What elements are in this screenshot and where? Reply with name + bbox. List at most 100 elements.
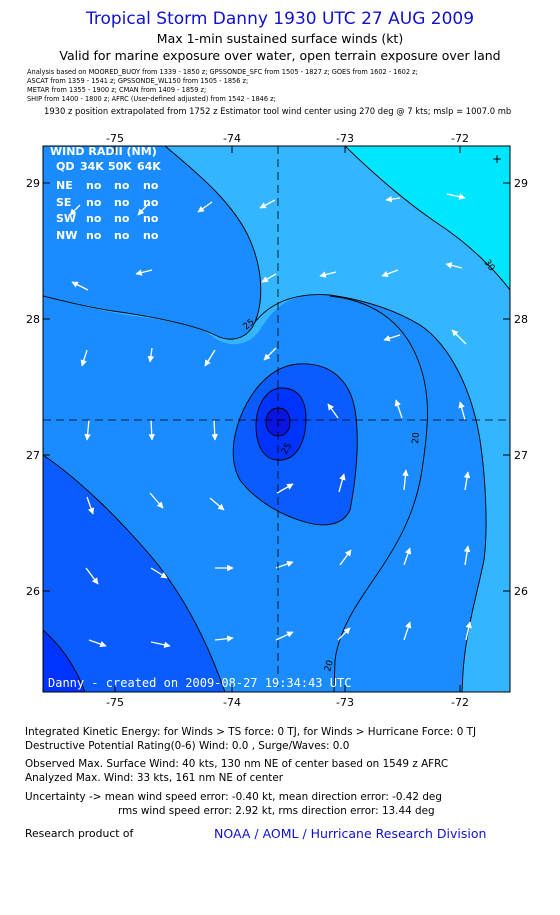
center-marker-plus: + bbox=[492, 152, 502, 166]
wind-vector bbox=[204, 349, 216, 367]
wind-vector bbox=[88, 639, 107, 648]
wind-vector bbox=[275, 560, 294, 569]
wind-vector bbox=[275, 631, 294, 641]
lon-tick-top: -73 bbox=[336, 132, 354, 145]
wind-vector bbox=[463, 545, 471, 566]
lon-tick-top: -75 bbox=[106, 132, 124, 145]
contour-lines bbox=[43, 146, 510, 692]
wind-radii-table: WIND RADII (NM) QD 34K 50K 64K NE no no … bbox=[50, 145, 161, 242]
extrapolation-note: 1930 z position extrapolated from 1752 z… bbox=[44, 106, 512, 116]
wind-vector bbox=[149, 492, 164, 509]
wind-radii-34k-value: no bbox=[86, 212, 102, 225]
wind-vector bbox=[80, 349, 88, 367]
subtitle-wind-type: Max 1-min sustained surface winds (kt) bbox=[156, 31, 404, 46]
wind-radii-50k-value: no bbox=[114, 179, 130, 192]
wind-vector bbox=[84, 419, 91, 441]
lon-tick-bottom: -73 bbox=[336, 696, 354, 709]
center-crosshair bbox=[43, 146, 510, 692]
wind-radii-quadrant: NW bbox=[56, 229, 77, 242]
page-title: Tropical Storm Danny 1930 UTC 27 AUG 200… bbox=[85, 9, 475, 29]
wind-vector bbox=[86, 496, 95, 515]
wind-radii-34k-value: no bbox=[86, 196, 102, 209]
wind-vector bbox=[338, 473, 346, 493]
contour-label-20-east: 20 bbox=[411, 432, 422, 445]
wind-vector bbox=[337, 627, 351, 641]
wind-vector bbox=[381, 269, 399, 277]
ike-line: Integrated Kinetic Energy: for Winds > T… bbox=[25, 726, 477, 738]
wind-vector bbox=[403, 621, 412, 641]
wind-radii-quadrant: NE bbox=[56, 179, 73, 192]
lat-tick-left: 28 bbox=[26, 313, 40, 326]
wind-radii-header-50k: 50K bbox=[108, 160, 132, 173]
uncertainty-mean-line: Uncertainty -> mean wind speed error: -0… bbox=[25, 791, 442, 803]
wind-vector bbox=[383, 334, 401, 342]
analyzed-max-wind-line: Analyzed Max. Wind: 33 kts, 161 nm NE of… bbox=[25, 772, 284, 784]
lat-tick-right: 26 bbox=[514, 585, 528, 598]
wind-vector bbox=[85, 567, 99, 585]
wind-radii-quadrant: SW bbox=[56, 212, 76, 225]
created-timestamp: Danny - created on 2009-08-27 19:34:43 U… bbox=[48, 676, 351, 690]
wind-band-top-left bbox=[43, 146, 261, 340]
lat-tick-left: 26 bbox=[26, 585, 40, 598]
lat-tick-right: 29 bbox=[514, 177, 528, 190]
lon-tick-bottom: -75 bbox=[106, 696, 124, 709]
wind-radii-64k-value: no bbox=[143, 229, 159, 242]
wind-vector bbox=[327, 403, 339, 419]
lon-tick-bottom: -72 bbox=[451, 696, 469, 709]
wind-radii-64k-value: no bbox=[143, 212, 159, 225]
wind-vector bbox=[135, 269, 153, 276]
wind-field: 30 25 20 25 20 bbox=[43, 145, 510, 692]
wind-radii-50k-value: no bbox=[114, 196, 130, 209]
wind-vectors bbox=[69, 193, 472, 648]
wind-radii-34k-value: no bbox=[86, 229, 102, 242]
map-frame bbox=[42, 145, 511, 693]
wind-vector bbox=[137, 201, 151, 216]
wind-vector bbox=[385, 195, 401, 203]
wind-vector bbox=[319, 271, 337, 278]
axis-ticks bbox=[43, 146, 510, 692]
wind-vector bbox=[339, 549, 352, 566]
wind-vector bbox=[71, 281, 89, 291]
subtitle-exposure: Valid for marine exposure over water, op… bbox=[59, 48, 501, 63]
wind-vector bbox=[148, 419, 155, 441]
wind-vector bbox=[445, 262, 463, 269]
wind-band-lower-left-inner bbox=[43, 630, 85, 692]
contour-label-20-south: 20 bbox=[323, 659, 336, 673]
wind-vector bbox=[69, 204, 81, 216]
uncertainty-rms-line: rms wind speed error: 2.92 kt, rms direc… bbox=[118, 805, 435, 817]
wind-radii-quadrant: SE bbox=[56, 196, 71, 209]
wind-vector bbox=[446, 193, 466, 200]
wind-vector bbox=[451, 329, 467, 345]
lon-tick-bottom: -74 bbox=[223, 696, 241, 709]
wind-vector bbox=[394, 399, 403, 419]
wind-vector bbox=[209, 497, 225, 511]
wind-vector bbox=[150, 567, 168, 579]
contour-label-25-center: 25 bbox=[280, 442, 294, 457]
wind-radii-50k-value: no bbox=[114, 212, 130, 225]
lat-tick-left: 29 bbox=[26, 177, 40, 190]
wind-band-30-plus bbox=[345, 146, 510, 290]
sources-line-1: Analysis based on MOORED_BUOY from 1339 … bbox=[27, 68, 418, 76]
wind-radii-64k-value: no bbox=[143, 179, 159, 192]
wind-vector bbox=[403, 547, 412, 566]
wind-radii-64k-value: no bbox=[143, 196, 159, 209]
wind-vector bbox=[259, 199, 276, 209]
lon-tick-top: -74 bbox=[223, 132, 241, 145]
wind-vector bbox=[263, 347, 277, 361]
wind-vector bbox=[458, 401, 466, 421]
wind-radii-50k-value: no bbox=[114, 229, 130, 242]
wind-vector bbox=[211, 419, 218, 441]
lon-tick-top: -72 bbox=[451, 132, 469, 145]
noaa-hrd-link[interactable]: NOAA / AOML / Hurricane Research Divisio… bbox=[214, 826, 487, 841]
wind-vector bbox=[261, 273, 277, 283]
sources-line-3: METAR from 1355 - 1900 z; CMAN from 1409… bbox=[27, 86, 207, 94]
wind-radii-title: WIND RADII (NM) bbox=[50, 145, 157, 158]
wind-vector bbox=[463, 471, 471, 491]
observed-max-wind-line: Observed Max. Surface Wind: 40 kts, 130 … bbox=[25, 758, 449, 770]
lat-tick-left: 27 bbox=[26, 449, 40, 462]
wind-vector bbox=[465, 621, 472, 641]
wind-radii-header-34k: 34K bbox=[80, 160, 104, 173]
lat-tick-right: 28 bbox=[514, 313, 528, 326]
sources-line-2: ASCAT from 1359 - 1541 z; GPSSONDE_WL150… bbox=[27, 77, 249, 85]
